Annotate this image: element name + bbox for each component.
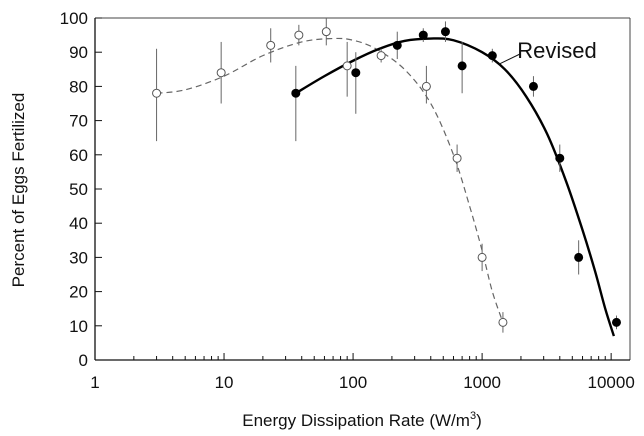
x-axis-title: Energy Dissipation Rate (W/m3) [242, 410, 481, 430]
open-data-point [294, 30, 304, 40]
y-tick-label: 40 [69, 214, 88, 233]
filled-data-point [392, 40, 402, 50]
open-data-point [342, 61, 352, 71]
filled-data-point [611, 317, 621, 327]
x-axis-title-superscript: 3 [470, 410, 476, 422]
filled-data-point [574, 252, 584, 262]
open-data-point [421, 81, 431, 91]
x-tick-label: 1000 [463, 373, 501, 392]
original-fit-curve [156, 37, 504, 323]
x-tick-label: 10 [215, 373, 234, 392]
plot-frame [94, 17, 631, 361]
y-axis-title: Percent of Eggs Fertilized [9, 93, 28, 288]
y-tick-label: 10 [69, 317, 88, 336]
filled-data-point [555, 153, 565, 163]
revised-label-leader [498, 53, 521, 65]
y-tick-label: 100 [60, 9, 88, 28]
open-data-point [321, 27, 331, 37]
filled-data-point [440, 27, 450, 37]
open-data-point [498, 317, 508, 327]
fit-curves [156, 37, 616, 337]
y-tick-label: 70 [69, 112, 88, 131]
y-tick-label: 0 [79, 351, 88, 370]
y-tick-label: 80 [69, 77, 88, 96]
x-tick-label: 10000 [588, 373, 635, 392]
filled-data-point [528, 81, 538, 91]
filled-data-point [291, 88, 301, 98]
open-data-point [152, 88, 162, 98]
open-data-point [376, 51, 386, 61]
x-tick-label: 100 [339, 373, 367, 392]
x-axis-title-text: Energy Dissipation Rate (W/m [242, 411, 470, 430]
filled-data-point [487, 51, 497, 61]
filled-data-point [457, 61, 467, 71]
revised-fit-curve [295, 37, 616, 337]
y-tick-label: 50 [69, 180, 88, 199]
filled-data-point [418, 30, 428, 40]
x-axis-title-close: ) [476, 411, 482, 430]
open-data-point [266, 40, 276, 50]
filled-data-point [351, 68, 361, 78]
y-tick-label: 20 [69, 283, 88, 302]
revised-label: Revised [517, 38, 596, 63]
y-tick-label: 90 [69, 43, 88, 62]
data-points [152, 27, 621, 327]
error-bars [156, 18, 617, 333]
open-data-point [477, 252, 487, 262]
y-tick-label: 30 [69, 248, 88, 267]
open-data-point [452, 153, 462, 163]
open-data-point [216, 68, 226, 78]
x-tick-label: 1 [90, 373, 99, 392]
y-tick-label: 60 [69, 146, 88, 165]
